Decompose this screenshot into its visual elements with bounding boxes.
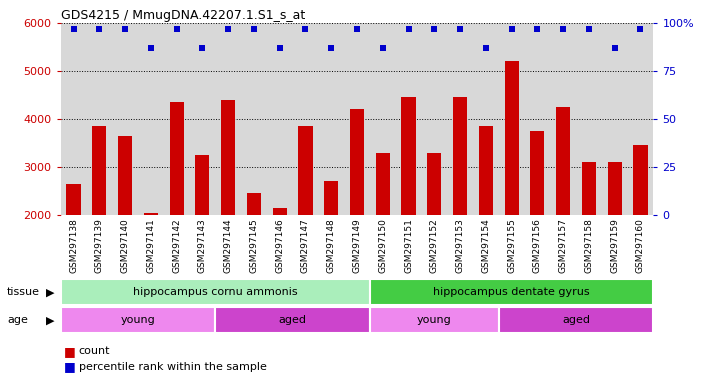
- Point: [351, 26, 363, 32]
- Text: GSM297151: GSM297151: [404, 218, 413, 273]
- Bar: [273, 208, 287, 311]
- Text: GSM297149: GSM297149: [353, 218, 361, 273]
- Bar: [370, 307, 498, 333]
- Point: [119, 26, 131, 32]
- Point: [558, 26, 569, 32]
- Point: [583, 26, 595, 32]
- Bar: [350, 109, 364, 311]
- Point: [480, 45, 491, 51]
- Bar: [61, 307, 216, 333]
- Bar: [556, 107, 570, 311]
- Bar: [401, 98, 416, 311]
- Bar: [531, 131, 545, 311]
- Bar: [427, 152, 441, 311]
- Text: ■: ■: [64, 360, 76, 373]
- Text: percentile rank within the sample: percentile rank within the sample: [79, 362, 266, 372]
- Text: GSM297143: GSM297143: [198, 218, 207, 273]
- Text: GSM297145: GSM297145: [249, 218, 258, 273]
- Point: [94, 26, 105, 32]
- Text: GSM297139: GSM297139: [95, 218, 104, 273]
- Text: ▶: ▶: [46, 315, 55, 325]
- Bar: [92, 126, 106, 311]
- Text: GSM297148: GSM297148: [327, 218, 336, 273]
- Text: GSM297141: GSM297141: [146, 218, 156, 273]
- Bar: [453, 98, 467, 311]
- Point: [635, 26, 646, 32]
- Text: GSM297138: GSM297138: [69, 218, 78, 273]
- Text: GSM297142: GSM297142: [172, 218, 181, 273]
- Bar: [247, 194, 261, 311]
- Point: [223, 26, 234, 32]
- Text: GSM297154: GSM297154: [481, 218, 491, 273]
- Text: GSM297158: GSM297158: [584, 218, 593, 273]
- Text: GSM297160: GSM297160: [636, 218, 645, 273]
- Text: GDS4215 / MmugDNA.42207.1.S1_s_at: GDS4215 / MmugDNA.42207.1.S1_s_at: [61, 9, 305, 22]
- Text: GSM297144: GSM297144: [223, 218, 233, 273]
- Text: GSM297146: GSM297146: [275, 218, 284, 273]
- Bar: [61, 279, 370, 305]
- Point: [171, 26, 182, 32]
- Text: GSM297140: GSM297140: [121, 218, 130, 273]
- Text: tissue: tissue: [7, 287, 40, 297]
- Bar: [505, 61, 518, 311]
- Text: GSM297159: GSM297159: [610, 218, 619, 273]
- Point: [454, 26, 466, 32]
- Point: [403, 26, 414, 32]
- Point: [248, 26, 260, 32]
- Point: [145, 45, 156, 51]
- Bar: [370, 279, 653, 305]
- Text: ■: ■: [64, 345, 76, 358]
- Text: young: young: [121, 315, 156, 325]
- Point: [428, 26, 440, 32]
- Text: count: count: [79, 346, 110, 356]
- Text: GSM297157: GSM297157: [558, 218, 568, 273]
- Point: [68, 26, 79, 32]
- Text: young: young: [417, 315, 452, 325]
- Bar: [216, 307, 370, 333]
- Bar: [608, 162, 622, 311]
- Text: hippocampus cornu ammonis: hippocampus cornu ammonis: [133, 287, 298, 297]
- Point: [300, 26, 311, 32]
- Bar: [169, 102, 183, 311]
- Bar: [633, 146, 648, 311]
- Bar: [221, 100, 235, 311]
- Point: [506, 26, 518, 32]
- Point: [326, 45, 337, 51]
- Text: age: age: [7, 315, 28, 325]
- Text: GSM297147: GSM297147: [301, 218, 310, 273]
- Bar: [118, 136, 132, 311]
- Text: GSM297153: GSM297153: [456, 218, 465, 273]
- Text: aged: aged: [278, 315, 306, 325]
- Point: [196, 45, 208, 51]
- Bar: [376, 152, 390, 311]
- Point: [532, 26, 543, 32]
- Bar: [298, 126, 313, 311]
- Bar: [196, 155, 209, 311]
- Bar: [582, 162, 596, 311]
- Point: [609, 45, 620, 51]
- Text: GSM297150: GSM297150: [378, 218, 387, 273]
- Text: ▶: ▶: [46, 287, 55, 297]
- Text: GSM297155: GSM297155: [507, 218, 516, 273]
- Point: [377, 45, 388, 51]
- Text: GSM297156: GSM297156: [533, 218, 542, 273]
- Point: [274, 45, 286, 51]
- Bar: [144, 213, 158, 311]
- Bar: [66, 184, 81, 311]
- Text: GSM297152: GSM297152: [430, 218, 439, 273]
- Text: aged: aged: [562, 315, 590, 325]
- Text: hippocampus dentate gyrus: hippocampus dentate gyrus: [433, 287, 590, 297]
- Bar: [324, 182, 338, 311]
- Bar: [479, 126, 493, 311]
- Bar: [498, 307, 653, 333]
